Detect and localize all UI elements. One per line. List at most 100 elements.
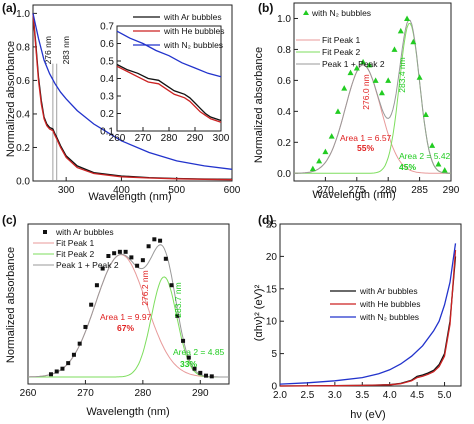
panel-c-area1-label: Area 1 = 9.97 bbox=[100, 312, 152, 322]
panel-a-inset-series-line bbox=[116, 65, 222, 123]
legend-label-fit1: Fit Peak 1 bbox=[322, 35, 361, 45]
panel-d-ytick-label: 25 bbox=[266, 220, 278, 231]
panel-b-ytick-label: 0.8 bbox=[277, 45, 291, 56]
panel-c-marker bbox=[54, 369, 59, 374]
legend-label-fit1: Fit Peak 1 bbox=[56, 238, 95, 248]
panel-d-ytick-label: 20 bbox=[266, 252, 278, 263]
legend-swatch-ar-marker bbox=[43, 230, 47, 234]
panel-c-marker bbox=[71, 352, 76, 357]
panel-b-ytick-label: 0.4 bbox=[277, 107, 291, 118]
panel-c-marker bbox=[146, 244, 151, 249]
panel-c-area1-percent: 67% bbox=[117, 323, 134, 333]
panel-a-inset-ytick-label: 0.1 bbox=[100, 127, 114, 138]
panel-b-frame bbox=[293, 2, 452, 182]
panel-c-marker bbox=[204, 373, 209, 378]
panel-c-fit-peak-2 bbox=[28, 276, 229, 378]
panel-c-marker bbox=[129, 255, 134, 260]
panel-a-inset-ytick-label: 0.2 bbox=[100, 109, 114, 120]
panel-a-xlabel: Wavelength (nm) bbox=[88, 191, 171, 203]
panel-b-marker bbox=[309, 165, 316, 172]
panel-b-marker bbox=[328, 133, 335, 139]
panel-d-ytick-label: 15 bbox=[266, 284, 278, 295]
panel-a-series-line bbox=[32, 13, 233, 170]
panel-b-marker bbox=[397, 27, 404, 34]
panel-c-plot: 260 270 280 290 276.2 nm 283.7 nm Area 1 = 9.9… bbox=[20, 223, 230, 399]
panel-d-xtick-label: 3.5 bbox=[355, 390, 369, 401]
panel-b-marker bbox=[429, 142, 436, 148]
legend-label-sum: Peak 1 + Peak 2 bbox=[322, 59, 385, 69]
panel-b-xtick-label: 280 bbox=[380, 185, 397, 196]
panel-b-marker bbox=[416, 74, 423, 80]
legend-label-n2: with N₂ bubbles bbox=[163, 40, 223, 50]
panel-a-xtick-label: 400 bbox=[113, 185, 130, 196]
panel-a-series-line bbox=[32, 13, 233, 181]
panel-b-marker bbox=[353, 65, 360, 71]
panel-a-inset-xtick-label: 290 bbox=[187, 133, 204, 144]
legend-label-fit2: Fit Peak 2 bbox=[322, 47, 361, 57]
panel-c-marker bbox=[83, 324, 88, 329]
panel-b-fit-sum bbox=[294, 19, 451, 174]
panel-b-marker bbox=[410, 38, 417, 45]
legend-swatch-n2-marker bbox=[303, 10, 309, 15]
panel-b-marker bbox=[372, 77, 379, 83]
panel-b-area2-label: Area 2 = 5.42 bbox=[399, 151, 451, 161]
panel-c-marker bbox=[100, 266, 105, 271]
panel-a-ytick-label: 0.2 bbox=[16, 143, 30, 154]
panel-b-xtick-label: 270 bbox=[317, 185, 334, 196]
panel-d: 2.0 2.5 3.0 3.5 4.0 4.5 5.0 0 5 10 15 20 25 (d) hν (… bbox=[253, 213, 462, 421]
panel-a-inset-ytick-label: 0.6 bbox=[100, 39, 114, 50]
panel-d-legend: with Ar bubbles with He bubbles with N₂ … bbox=[330, 286, 420, 322]
panel-a-inset-ytick-label: 0.7 bbox=[100, 22, 114, 33]
legend-label-ar: with Ar bubbles bbox=[359, 286, 418, 296]
panel-a-xtick-label: 300 bbox=[58, 185, 75, 196]
legend-label-sum: Peak 1 + Peak 2 bbox=[56, 260, 119, 270]
panel-b-ylabel: Normalized absorbance bbox=[253, 47, 265, 163]
panel-d-xtick-label: 5.0 bbox=[438, 390, 452, 401]
panel-c-marker bbox=[186, 355, 191, 360]
panel-c-marker bbox=[106, 254, 111, 258]
panel-b-legend: with N₂ bubbles Fit Peak 1 Fit Peak 2 Pe… bbox=[296, 8, 385, 69]
panel-a-legend: with Ar bubbles with He bubbles with N₂ … bbox=[133, 12, 224, 50]
panel-d-ytick-label: 5 bbox=[271, 349, 277, 360]
panel-c-marker bbox=[123, 249, 128, 254]
panel-b-marker bbox=[360, 58, 367, 65]
panel-c-marker bbox=[117, 249, 122, 254]
panel-b-ytick-label: 0.6 bbox=[277, 76, 291, 87]
panel-d-series-line bbox=[279, 249, 457, 387]
panel-d-ytick-label: 0 bbox=[271, 382, 277, 393]
panel-c-xtick-label: 270 bbox=[77, 388, 94, 399]
panel-a-inset-xtick-label: 300 bbox=[213, 133, 230, 144]
panel-b-area1-percent: 55% bbox=[357, 143, 374, 153]
panel-c-marker bbox=[77, 341, 82, 346]
panel-a: 300 400 500 600 0.0 0.2 0.4 0.6 0.8 1.0 276 nm 283 … bbox=[2, 1, 241, 203]
panel-c-xtick-label: 290 bbox=[192, 388, 209, 399]
panel-d-series-line bbox=[279, 243, 457, 385]
panel-d-plot: 2.0 2.5 3.0 3.5 4.0 4.5 5.0 0 5 10 15 20 25 bbox=[266, 220, 462, 401]
panel-c-marker bbox=[158, 238, 163, 243]
panel-a-ytick-label: 0.8 bbox=[16, 42, 30, 53]
legend-label-ar: with Ar bubbles bbox=[163, 12, 222, 22]
panel-d-ytick-label: 10 bbox=[266, 317, 278, 328]
panel-b-marker bbox=[316, 157, 323, 164]
panel-b-label: (b) bbox=[258, 1, 273, 15]
panel-a-inset-xtick-label: 270 bbox=[135, 133, 152, 144]
panel-d-label: (d) bbox=[258, 213, 273, 227]
panel-d-xtick-label: 4.5 bbox=[410, 390, 424, 401]
panel-c-legend: with Ar bubbles Fit Peak 1 Fit Peak 2 Pe… bbox=[33, 227, 119, 270]
panel-c-marker bbox=[60, 366, 65, 371]
panel-a-inset-series-line bbox=[116, 63, 222, 122]
panel-b-peak2-position: 283.4 nm bbox=[397, 57, 407, 92]
panel-b-marker bbox=[391, 46, 398, 52]
panel-b-marker bbox=[385, 77, 392, 83]
panel-b-xlabel: Wavelength (nm) bbox=[312, 189, 395, 201]
legend-label-ar: with Ar bubbles bbox=[55, 227, 114, 237]
legend-label-he: with He bubbles bbox=[163, 26, 224, 36]
panel-b: 270 275 280 285 290 0.0 0.2 0.4 0.6 0.8 1.0 276.0 n… bbox=[253, 1, 460, 201]
panel-a-ytick-label: 0.0 bbox=[16, 177, 30, 188]
panel-b-xtick-label: 285 bbox=[411, 185, 428, 196]
panel-d-frame bbox=[279, 223, 462, 387]
panel-b-ytick-label: 0.0 bbox=[277, 169, 291, 180]
panel-c: 260 270 280 290 276.2 nm 283.7 nm Area 1 = 9.9… bbox=[2, 213, 230, 418]
panel-c-marker bbox=[94, 283, 99, 288]
